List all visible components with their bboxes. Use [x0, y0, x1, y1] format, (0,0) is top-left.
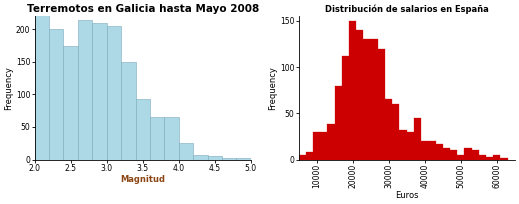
Bar [49, 29, 63, 160]
Bar [193, 155, 208, 160]
Bar [414, 118, 421, 160]
Bar [450, 150, 457, 160]
Bar [306, 152, 313, 160]
Bar [313, 132, 320, 160]
Bar [400, 130, 407, 160]
Bar [385, 100, 392, 160]
Bar [208, 156, 222, 160]
Bar [335, 86, 342, 160]
Bar [465, 149, 472, 160]
Bar [63, 46, 78, 160]
Bar [371, 39, 378, 160]
Bar [165, 117, 179, 160]
Bar [107, 26, 121, 160]
X-axis label: Magnitud: Magnitud [120, 175, 165, 184]
Bar [472, 150, 479, 160]
Bar [500, 158, 508, 160]
Bar [251, 159, 265, 160]
Bar [356, 30, 363, 160]
Bar [222, 157, 237, 160]
Bar [479, 155, 486, 160]
Bar [486, 157, 493, 160]
Bar [237, 158, 251, 160]
Bar [342, 56, 349, 160]
Bar [421, 141, 428, 160]
Bar [349, 21, 356, 160]
Bar [435, 144, 443, 160]
Bar [35, 13, 49, 160]
Y-axis label: Frequency: Frequency [268, 66, 277, 110]
Bar [150, 117, 165, 160]
X-axis label: Euros: Euros [395, 191, 418, 200]
Bar [392, 104, 400, 160]
Bar [493, 155, 500, 160]
Bar [378, 49, 385, 160]
Bar [320, 132, 327, 160]
Bar [428, 141, 435, 160]
Bar [457, 155, 465, 160]
Title: Distribución de salarios en España: Distribución de salarios en España [325, 5, 488, 14]
Bar [407, 132, 414, 160]
Bar [327, 124, 335, 160]
Y-axis label: Frequency: Frequency [4, 66, 13, 110]
Bar [92, 23, 107, 160]
Bar [363, 39, 371, 160]
Bar [135, 99, 150, 160]
Bar [298, 155, 306, 160]
Bar [78, 20, 92, 160]
Bar [443, 149, 450, 160]
Title: Terremotos en Galicia hasta Mayo 2008: Terremotos en Galicia hasta Mayo 2008 [26, 4, 259, 14]
Bar [179, 143, 193, 160]
Bar [121, 62, 135, 160]
